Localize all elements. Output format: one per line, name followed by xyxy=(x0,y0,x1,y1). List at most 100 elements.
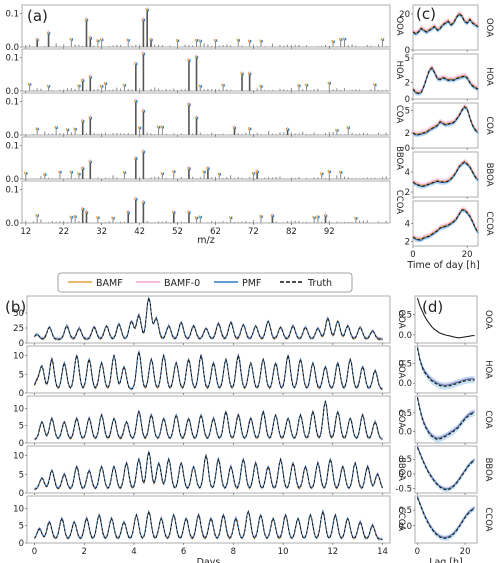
factor-label: COA xyxy=(484,116,494,134)
pmf-marker xyxy=(48,85,51,88)
bamf0-marker xyxy=(82,206,84,209)
pmf-marker xyxy=(90,116,92,120)
bamf0-marker xyxy=(241,71,243,73)
bamf0-marker xyxy=(36,37,38,39)
pmf-marker xyxy=(382,38,385,41)
pmf-marker xyxy=(196,116,199,120)
factor-label: COA xyxy=(394,105,404,123)
bamf-marker xyxy=(134,62,136,65)
bamf0-marker xyxy=(89,35,91,38)
pmf-marker xyxy=(37,127,39,131)
y-tick-label: 0 xyxy=(19,489,24,499)
pmf-marker xyxy=(189,211,191,214)
bamf-marker xyxy=(100,84,102,88)
pmf-marker xyxy=(136,100,138,103)
x-tick-label: 32 xyxy=(96,227,107,237)
bamf-marker xyxy=(69,215,72,219)
pmf-line xyxy=(416,346,475,386)
bamf-marker xyxy=(84,211,87,214)
truth-line xyxy=(416,297,475,339)
bamf-marker xyxy=(65,128,68,131)
y-tick-label: 50 xyxy=(13,309,24,319)
truth-line xyxy=(416,447,475,491)
factor-label: CCOA xyxy=(396,507,406,531)
pmf-line xyxy=(416,496,475,538)
bamf0-marker xyxy=(135,98,137,101)
bamf0-marker xyxy=(85,210,88,212)
truth-line xyxy=(412,209,479,241)
bamf0-marker xyxy=(89,74,91,77)
pmf-marker xyxy=(98,216,100,220)
pmf-marker xyxy=(101,85,104,88)
x-tick-label: 22 xyxy=(58,227,69,237)
truth-line xyxy=(412,161,479,187)
y-tick-label: 0 xyxy=(19,439,24,449)
bamf-marker xyxy=(285,128,288,131)
pmf-marker xyxy=(86,18,89,22)
bamf0-marker xyxy=(188,102,190,104)
pmf-marker xyxy=(79,172,81,176)
bamf0-marker xyxy=(195,115,198,117)
pmf-marker xyxy=(348,126,350,130)
x-tick-label: 10 xyxy=(278,547,289,557)
bamf-marker xyxy=(111,216,113,220)
panel-a-frame xyxy=(21,180,391,224)
factor-label: HOA xyxy=(394,61,404,80)
panel-a-frame xyxy=(21,48,391,92)
y-tick-label: 5 xyxy=(19,522,24,532)
factor-label: CCOA xyxy=(394,190,404,214)
pmf-marker xyxy=(337,129,339,132)
bamf-marker xyxy=(103,82,106,85)
bamf-marker xyxy=(69,37,72,41)
bamf-line xyxy=(412,160,479,186)
pmf-marker xyxy=(29,83,32,86)
bamf-marker xyxy=(198,84,201,88)
bamf-marker xyxy=(43,172,45,176)
bamf0-band xyxy=(413,206,478,242)
pmf-marker xyxy=(37,38,39,42)
legend-label: BAMF xyxy=(96,278,123,289)
bamf-marker xyxy=(255,170,258,173)
panel-a-frame xyxy=(21,4,391,48)
pmf-marker xyxy=(90,76,92,79)
bamf-marker xyxy=(88,75,91,79)
pmf-marker xyxy=(136,157,138,160)
bamf-marker xyxy=(88,160,91,163)
y-tick-label: 10 xyxy=(13,352,24,362)
bamf0-marker xyxy=(85,17,88,19)
bamf-marker xyxy=(248,72,250,75)
y-tick-label: 0 xyxy=(19,389,24,399)
bamf-marker xyxy=(141,109,144,113)
bamf-marker xyxy=(259,84,261,88)
y-tick-label: 0.1 xyxy=(5,98,19,108)
y-tick-label: 2 xyxy=(405,129,410,139)
bamf-marker xyxy=(320,172,322,175)
y-tick-label: 0.1 xyxy=(5,10,19,20)
bamf-marker xyxy=(141,201,144,204)
pmf-marker xyxy=(249,40,252,43)
pmf-band xyxy=(417,394,475,443)
y-tick-label: 0.5 xyxy=(398,360,412,370)
pmf-marker xyxy=(143,150,146,154)
bamf0-marker xyxy=(142,108,145,111)
bamf0-marker xyxy=(142,149,145,151)
bamf-marker xyxy=(88,36,91,40)
bamf-marker xyxy=(122,83,125,87)
panel-b-timeseries: 0 25 50 0 5 10 0 5 10 0 5 10 0 5 10 0 2 4 6 8 10 12 14 Days (b) O… xyxy=(5,295,406,563)
bamf-marker xyxy=(35,213,37,217)
bamf-marker xyxy=(35,38,37,41)
pmf-marker xyxy=(90,160,92,164)
panel-c-frame xyxy=(412,151,479,198)
pmf-marker xyxy=(143,52,146,56)
y-tick-label: 5 xyxy=(19,370,24,380)
pmf-marker xyxy=(223,84,225,87)
bamf0-marker xyxy=(271,213,273,215)
pmf-marker xyxy=(189,59,191,62)
y-tick-label: 0.0 xyxy=(5,175,19,185)
x-tick-label: 42 xyxy=(134,227,145,237)
bamf-marker xyxy=(259,214,261,218)
pmf-marker xyxy=(299,84,301,87)
